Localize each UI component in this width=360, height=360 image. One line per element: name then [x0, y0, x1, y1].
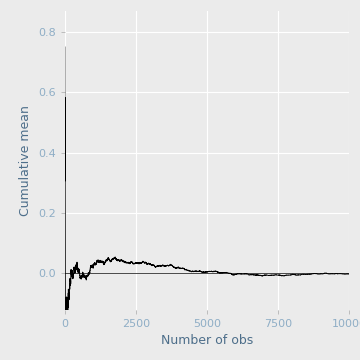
Y-axis label: Cumulative mean: Cumulative mean [19, 105, 32, 216]
X-axis label: Number of obs: Number of obs [161, 334, 253, 347]
